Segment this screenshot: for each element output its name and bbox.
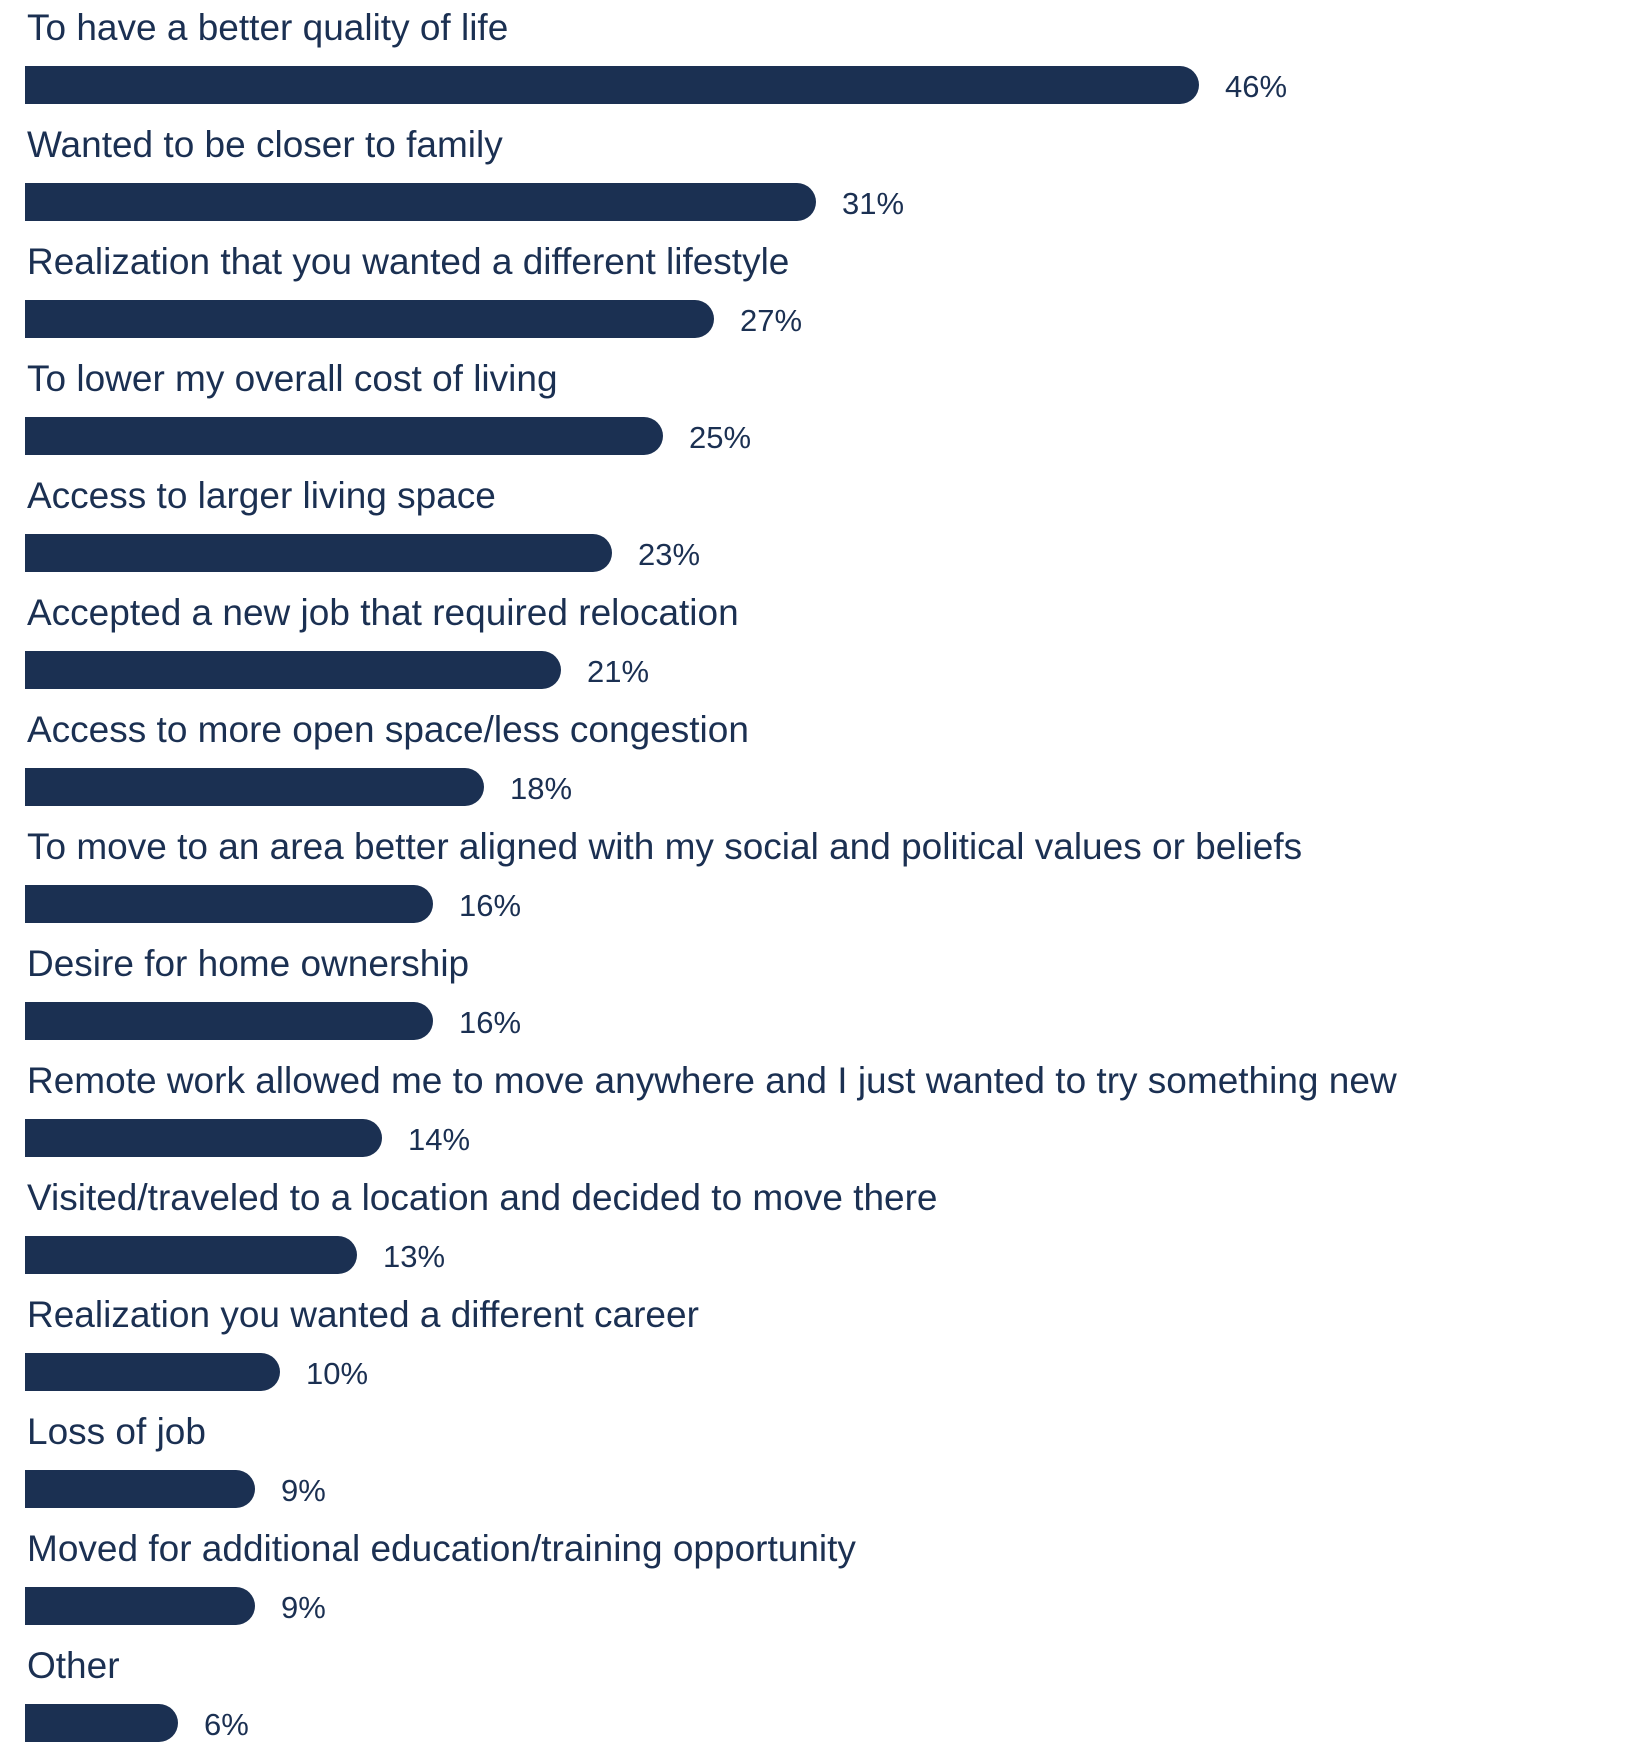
- bar: [25, 1002, 433, 1040]
- category-label: Loss of job: [27, 1411, 206, 1452]
- value-label: 6%: [204, 1707, 249, 1742]
- bar: [25, 768, 484, 806]
- category-label: Wanted to be closer to family: [27, 124, 503, 165]
- value-label: 25%: [689, 420, 752, 455]
- category-label: Realization that you wanted a different …: [27, 241, 790, 282]
- bar: [25, 1236, 357, 1274]
- value-label: 23%: [638, 537, 701, 572]
- bar: [25, 1119, 382, 1157]
- bar: [25, 1353, 280, 1391]
- value-label: 9%: [281, 1590, 326, 1625]
- category-label: Moved for additional education/training …: [27, 1528, 856, 1569]
- value-label: 16%: [459, 888, 522, 923]
- bar: [25, 1470, 255, 1508]
- category-label: Access to more open space/less congestio…: [27, 709, 749, 750]
- bar: [25, 651, 561, 689]
- value-label: 10%: [306, 1356, 369, 1391]
- bar: [25, 183, 816, 221]
- value-label: 9%: [281, 1473, 326, 1508]
- value-label: 13%: [383, 1239, 446, 1274]
- category-label: Remote work allowed me to move anywhere …: [27, 1060, 1397, 1101]
- category-label: To lower my overall cost of living: [27, 358, 558, 399]
- category-label: To move to an area better aligned with m…: [27, 826, 1303, 867]
- bar: [25, 1587, 255, 1625]
- category-label: Visited/traveled to a location and decid…: [27, 1177, 938, 1218]
- value-label: 16%: [459, 1005, 522, 1040]
- bar: [25, 417, 663, 455]
- value-label: 46%: [1225, 69, 1288, 104]
- category-label: Realization you wanted a different caree…: [27, 1294, 699, 1335]
- category-label: Access to larger living space: [27, 475, 496, 516]
- bar: [25, 534, 612, 572]
- value-label: 14%: [408, 1122, 471, 1157]
- value-label: 27%: [740, 303, 803, 338]
- category-label: Other: [27, 1645, 120, 1686]
- value-label: 31%: [842, 186, 905, 221]
- value-label: 21%: [587, 654, 650, 689]
- bar: [25, 66, 1199, 104]
- bar: [25, 885, 433, 923]
- value-label: 18%: [510, 771, 573, 806]
- category-label: Accepted a new job that required relocat…: [27, 592, 739, 633]
- bar: [25, 300, 714, 338]
- category-label: Desire for home ownership: [27, 943, 470, 984]
- category-label: To have a better quality of life: [27, 7, 509, 48]
- bar: [25, 1704, 178, 1742]
